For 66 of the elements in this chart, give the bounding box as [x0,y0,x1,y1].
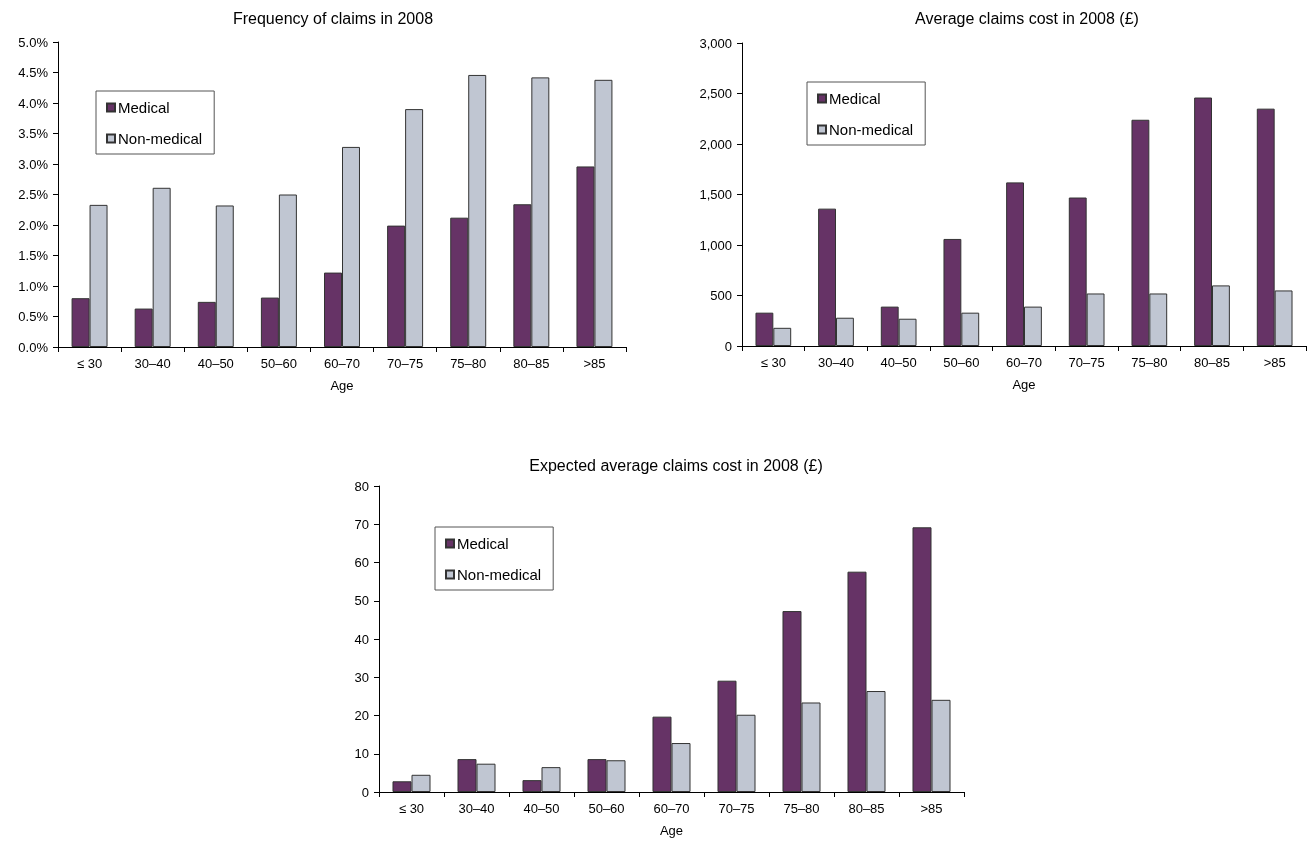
x-tick-label: ≤ 30 [398,801,425,816]
y-tick-label: 2.5% [18,187,49,202]
x-axis-title: Age [330,378,354,393]
y-tick-label: 60 [354,555,369,570]
y-tick-label: 1,000 [699,237,732,253]
y-tick-label: 1.0% [18,278,49,294]
x-tick-label: 75–80 [783,801,820,816]
x-tick-label: 30–40 [817,355,855,370]
x-tick-label: 70–75 [1068,355,1105,370]
y-tick-label: 3.5% [18,126,49,141]
y-tick-label: 40 [354,631,369,647]
x-tick-label: 75–80 [1131,355,1168,370]
legend-label: Medical [829,90,881,107]
x-tick-label: 40–50 [523,801,560,816]
x-tick-label: >85 [1263,355,1286,370]
chart-title: Expected average claims cost in 2008 (£) [529,456,823,474]
x-tick-label: 50–60 [260,356,297,371]
y-tick-label: 2.0% [18,217,49,233]
y-tick-label: 50 [354,593,369,609]
x-tick-label: 60–70 [323,356,361,371]
y-tick-label: 0 [361,784,369,800]
y-tick-label: 3.0% [18,156,49,172]
y-tick-label: 500 [710,288,732,303]
x-tick-label: ≤ 30 [760,355,786,370]
legend-label: Medical [118,99,170,116]
y-tick-label: 30 [354,669,369,685]
y-tick-label: 0.5% [18,309,49,324]
x-tick-label: 60–70 [653,801,690,816]
y-tick-label: 80 [354,478,369,494]
y-tick-label: 2,500 [699,86,732,101]
x-tick-label: 80–85 [1193,355,1231,370]
y-tick-label: 1,500 [699,187,732,202]
y-tick-label: 5.0% [18,34,49,50]
legend-label: Non-medical [829,121,914,138]
y-tick-label: 1.5% [18,248,49,263]
y-tick-label: 3,000 [699,35,732,51]
y-tick-label: 70 [354,516,369,532]
x-tick-label: ≤ 30 [76,356,103,371]
x-axis-title: Age [1012,377,1036,392]
x-tick-label: 70–75 [718,801,755,816]
y-tick-label: 10 [354,746,369,762]
x-tick-label: >85 [583,356,606,371]
x-tick-label: 40–50 [880,355,917,370]
x-tick-label: >85 [920,801,943,816]
y-tick-label: 20 [354,708,369,723]
legend-label: Non-medical [457,566,542,583]
legend-label: Medical [457,535,509,552]
y-tick-label: 0.0% [18,339,49,355]
x-tick-label: 80–85 [513,356,550,371]
y-tick-label: 4.0% [18,95,49,111]
x-tick-label: 30–40 [458,801,495,816]
x-tick-label: 40–50 [197,356,234,371]
x-tick-label: 50–60 [588,801,625,816]
chart-title: Frequency of claims in 2008 [232,9,434,27]
x-tick-label: 30–40 [134,356,171,371]
x-tick-label: 60–70 [1005,355,1043,370]
y-tick-label: 0 [724,338,732,354]
chart-title: Average claims cost in 2008 (£) [915,9,1139,27]
y-tick-label: 2,000 [699,136,732,152]
y-tick-label: 4.5% [18,65,49,80]
x-tick-label: 80–85 [848,801,885,816]
x-tick-label: 70–75 [387,356,424,371]
legend-label: Non-medical [118,130,203,147]
x-tick-label: 75–80 [450,356,487,371]
x-tick-label: 50–60 [943,355,980,370]
x-axis-title: Age [659,823,684,838]
